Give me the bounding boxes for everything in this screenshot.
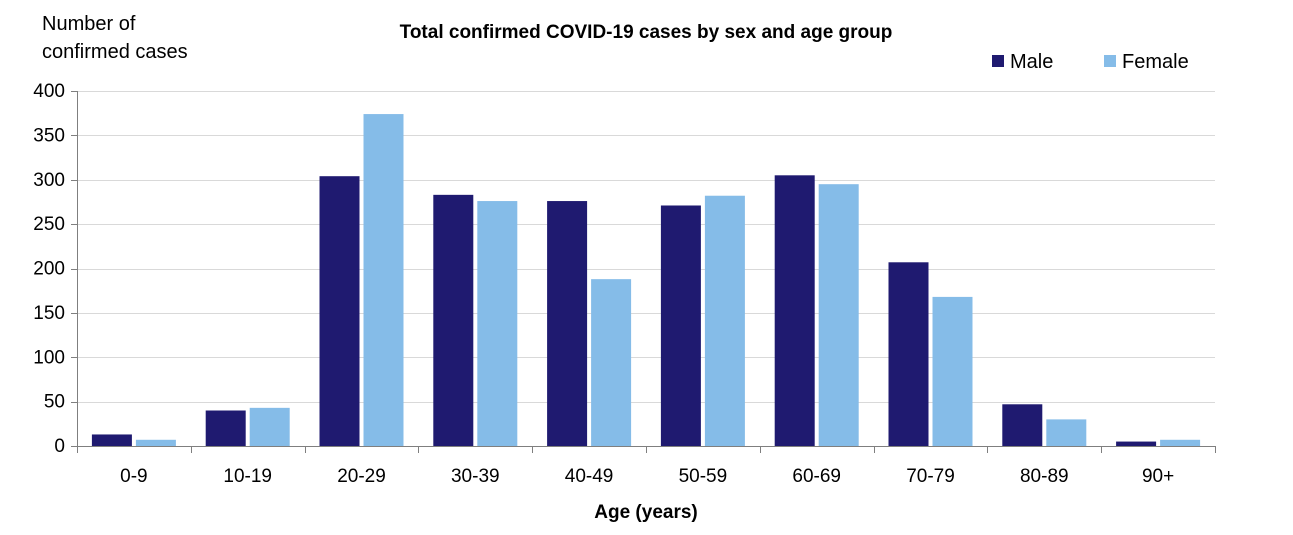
- y-tick-label: 400: [33, 81, 65, 102]
- x-tick-label: 10-19: [223, 466, 272, 487]
- bar-female-50-59: [704, 195, 745, 446]
- y-axis-label-line-1: Number of: [42, 13, 136, 35]
- bar-female-70-79: [932, 296, 973, 446]
- bar-male-90+: [1116, 441, 1157, 446]
- bar-male-10-19: [205, 410, 246, 446]
- y-tick-label: 100: [33, 347, 65, 368]
- gridlines: [77, 91, 1215, 403]
- x-tick-label: 70-79: [906, 466, 955, 487]
- y-tick-label: 300: [33, 170, 65, 191]
- x-tick-label: 50-59: [679, 466, 728, 487]
- x-tick-labels: 0-9 10-19 20-29 30-39 40-49 50-59 60-69 70-79 80…: [120, 466, 1174, 487]
- bar-male-0-9: [91, 434, 132, 446]
- y-tick-labels: 0 50 100 150 200 250 300 350 400: [33, 81, 65, 457]
- bar-female-90+: [1160, 439, 1201, 446]
- y-axis-label-line-2: confirmed cases: [42, 41, 188, 63]
- x-tick-label: 30-39: [451, 466, 500, 487]
- legend-swatch-male: [992, 55, 1004, 67]
- bar-female-10-19: [249, 407, 290, 446]
- chart-title: Total confirmed COVID-19 cases by sex an…: [400, 22, 893, 43]
- bar-male-20-29: [319, 176, 360, 446]
- bar-male-30-39: [433, 194, 474, 446]
- x-tick-label: 0-9: [120, 466, 147, 487]
- y-axis-label: Number of confirmed cases: [42, 13, 188, 63]
- bar-male-50-59: [660, 205, 701, 446]
- y-tick-label: 250: [33, 214, 65, 235]
- bar-female-30-39: [477, 201, 518, 446]
- bar-male-60-69: [774, 175, 815, 446]
- bar-female-20-29: [363, 114, 404, 446]
- bar-male-70-79: [888, 262, 929, 446]
- x-tick-label: 20-29: [337, 466, 386, 487]
- bar-female-40-49: [591, 279, 632, 446]
- x-tick-label: 80-89: [1020, 466, 1069, 487]
- y-tick-label: 200: [33, 259, 65, 280]
- y-tick-label: 150: [33, 303, 65, 324]
- x-tick-label: 60-69: [792, 466, 841, 487]
- bar-male-40-49: [547, 201, 588, 446]
- bars: [91, 114, 1201, 447]
- axes: [71, 91, 1216, 453]
- legend-label-female: Female: [1122, 51, 1189, 73]
- bar-female-80-89: [1046, 419, 1087, 447]
- y-tick-label: 50: [44, 392, 65, 413]
- legend-swatch-female: [1104, 55, 1116, 67]
- x-axis-label: Age (years): [594, 502, 698, 523]
- bar-male-80-89: [1002, 404, 1043, 446]
- bar-female-60-69: [818, 184, 859, 446]
- y-tick-label: 350: [33, 125, 65, 146]
- y-tick-label: 0: [54, 436, 65, 457]
- x-tick-label: 40-49: [565, 466, 614, 487]
- bar-female-0-9: [135, 439, 176, 446]
- legend-label-male: Male: [1010, 51, 1053, 73]
- x-tick-label: 90+: [1142, 466, 1174, 487]
- legend: Male Female: [992, 51, 1189, 73]
